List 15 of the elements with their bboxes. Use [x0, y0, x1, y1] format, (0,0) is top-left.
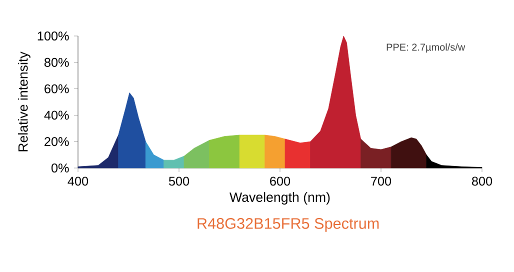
x-tick-label: 600 [270, 176, 290, 186]
y-tick-label: 0% [51, 164, 69, 172]
x-tick-label: 400 [68, 176, 88, 186]
y-tick-label: 100% [38, 32, 69, 40]
x-tick-label: 500 [168, 176, 190, 186]
x-tick-label: 700 [371, 176, 392, 186]
annotation: PPE: 2.7µmol/s/w [386, 43, 466, 53]
x-tick-label: 800 [472, 176, 492, 186]
text: R48G32B15FR5 Spectrum [198, 218, 379, 232]
x-axis-title: Wavelength (nm) [230, 192, 330, 205]
y-tick-label: 40% [44, 110, 69, 120]
y-tick-label: 60% [44, 84, 69, 94]
y-axis-title: Relative intensity [18, 52, 30, 152]
y-tick-label: 80% [44, 58, 69, 67]
y-tick-label: 20% [44, 137, 69, 146]
